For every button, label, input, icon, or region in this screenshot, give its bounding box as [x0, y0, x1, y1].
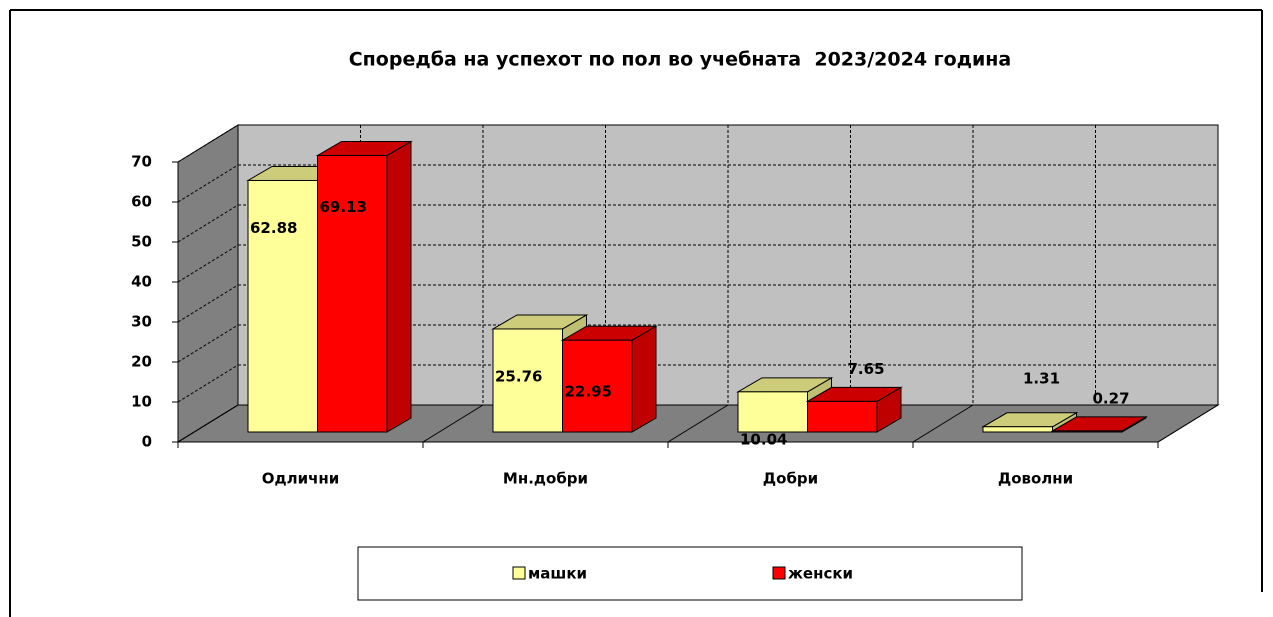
x-tick-label: Доволни: [998, 470, 1073, 488]
x-tick-label: Одлични: [262, 470, 340, 488]
y-tick-label: 40: [131, 273, 152, 291]
frame: [9, 9, 1263, 617]
bar: [492, 328, 563, 433]
left-wall: [177, 124, 239, 443]
y-tick-label: 50: [131, 233, 152, 251]
y-tick-label: 70: [131, 153, 152, 171]
data-label: 0.27: [1093, 389, 1130, 407]
bar: [1052, 430, 1123, 433]
bar: [562, 339, 633, 433]
grid-line: [177, 124, 239, 163]
legend-swatch: [512, 566, 526, 580]
chart-title: Споредба на успехот по пол во учебната 2…: [349, 49, 1012, 71]
legend-label: женски: [788, 565, 853, 583]
bar-side: [631, 325, 657, 433]
grid-line: [177, 324, 239, 363]
floor-line: [912, 404, 974, 443]
data-label: 62.88: [250, 219, 297, 237]
y-tick-label: 10: [131, 393, 152, 411]
data-label: 69.13: [320, 198, 367, 216]
y-tick-label: 60: [131, 193, 152, 211]
x-tick-label: Мн.добри: [503, 470, 588, 488]
legend-box: [357, 546, 1023, 601]
data-label: 10.04: [740, 430, 787, 448]
x-tick-label: Добри: [763, 470, 818, 488]
y-tick-label: 0: [142, 433, 152, 451]
data-label: 7.65: [848, 360, 885, 378]
grid-line: [177, 244, 239, 283]
legend-swatch: [772, 566, 786, 580]
y-tick-label: 20: [131, 353, 152, 371]
data-label: 1.31: [1023, 369, 1060, 387]
floor-line: [1157, 404, 1219, 443]
grid-line: [177, 204, 239, 243]
data-label: 25.76: [495, 367, 542, 385]
floor-line: [422, 404, 484, 443]
grid-line: [177, 364, 239, 403]
bar-side: [386, 140, 412, 433]
bar: [317, 154, 388, 433]
y-tick-label: 30: [131, 313, 152, 331]
bar: [807, 400, 878, 433]
grid-line: [177, 164, 239, 203]
bar: [737, 391, 808, 433]
floor-line: [667, 404, 729, 443]
bar: [982, 426, 1053, 433]
legend-label: машки: [528, 565, 587, 583]
grid-line: [177, 404, 239, 443]
data-label: 22.95: [565, 383, 612, 401]
grid-line: [177, 284, 239, 323]
bar: [247, 179, 318, 433]
